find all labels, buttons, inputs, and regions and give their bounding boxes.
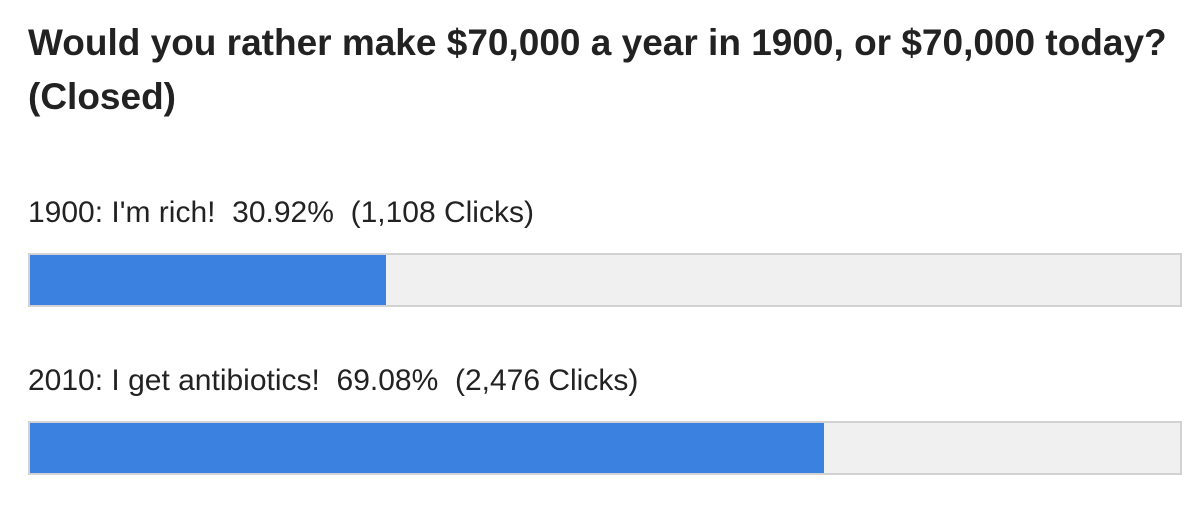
option-percent: 69.08% <box>336 364 439 397</box>
option-label-text: 1900: I'm rich! <box>28 196 216 229</box>
result-bar-track <box>28 421 1182 475</box>
poll-option: 1900: I'm rich! 30.92% (1,108 Clicks) <box>28 193 1182 307</box>
poll-option: 2010: I get antibiotics! 69.08% (2,476 C… <box>28 361 1182 475</box>
poll-title: Would you rather make $70,000 a year in … <box>28 22 1167 117</box>
option-clicks: (2,476 Clicks) <box>454 364 639 397</box>
result-bar-fill <box>30 423 825 473</box>
option-clicks: (1,108 Clicks) <box>350 196 534 229</box>
option-percent: 30.92% <box>232 196 334 229</box>
option-label-text: 2010: I get antibiotics! <box>28 364 320 397</box>
result-bar-track <box>28 253 1182 307</box>
poll-option-label: 1900: I'm rich! 30.92% (1,108 Clicks) <box>28 193 1182 233</box>
poll-option-label: 2010: I get antibiotics! 69.08% (2,476 C… <box>28 361 1182 401</box>
result-bar-fill <box>30 255 386 305</box>
